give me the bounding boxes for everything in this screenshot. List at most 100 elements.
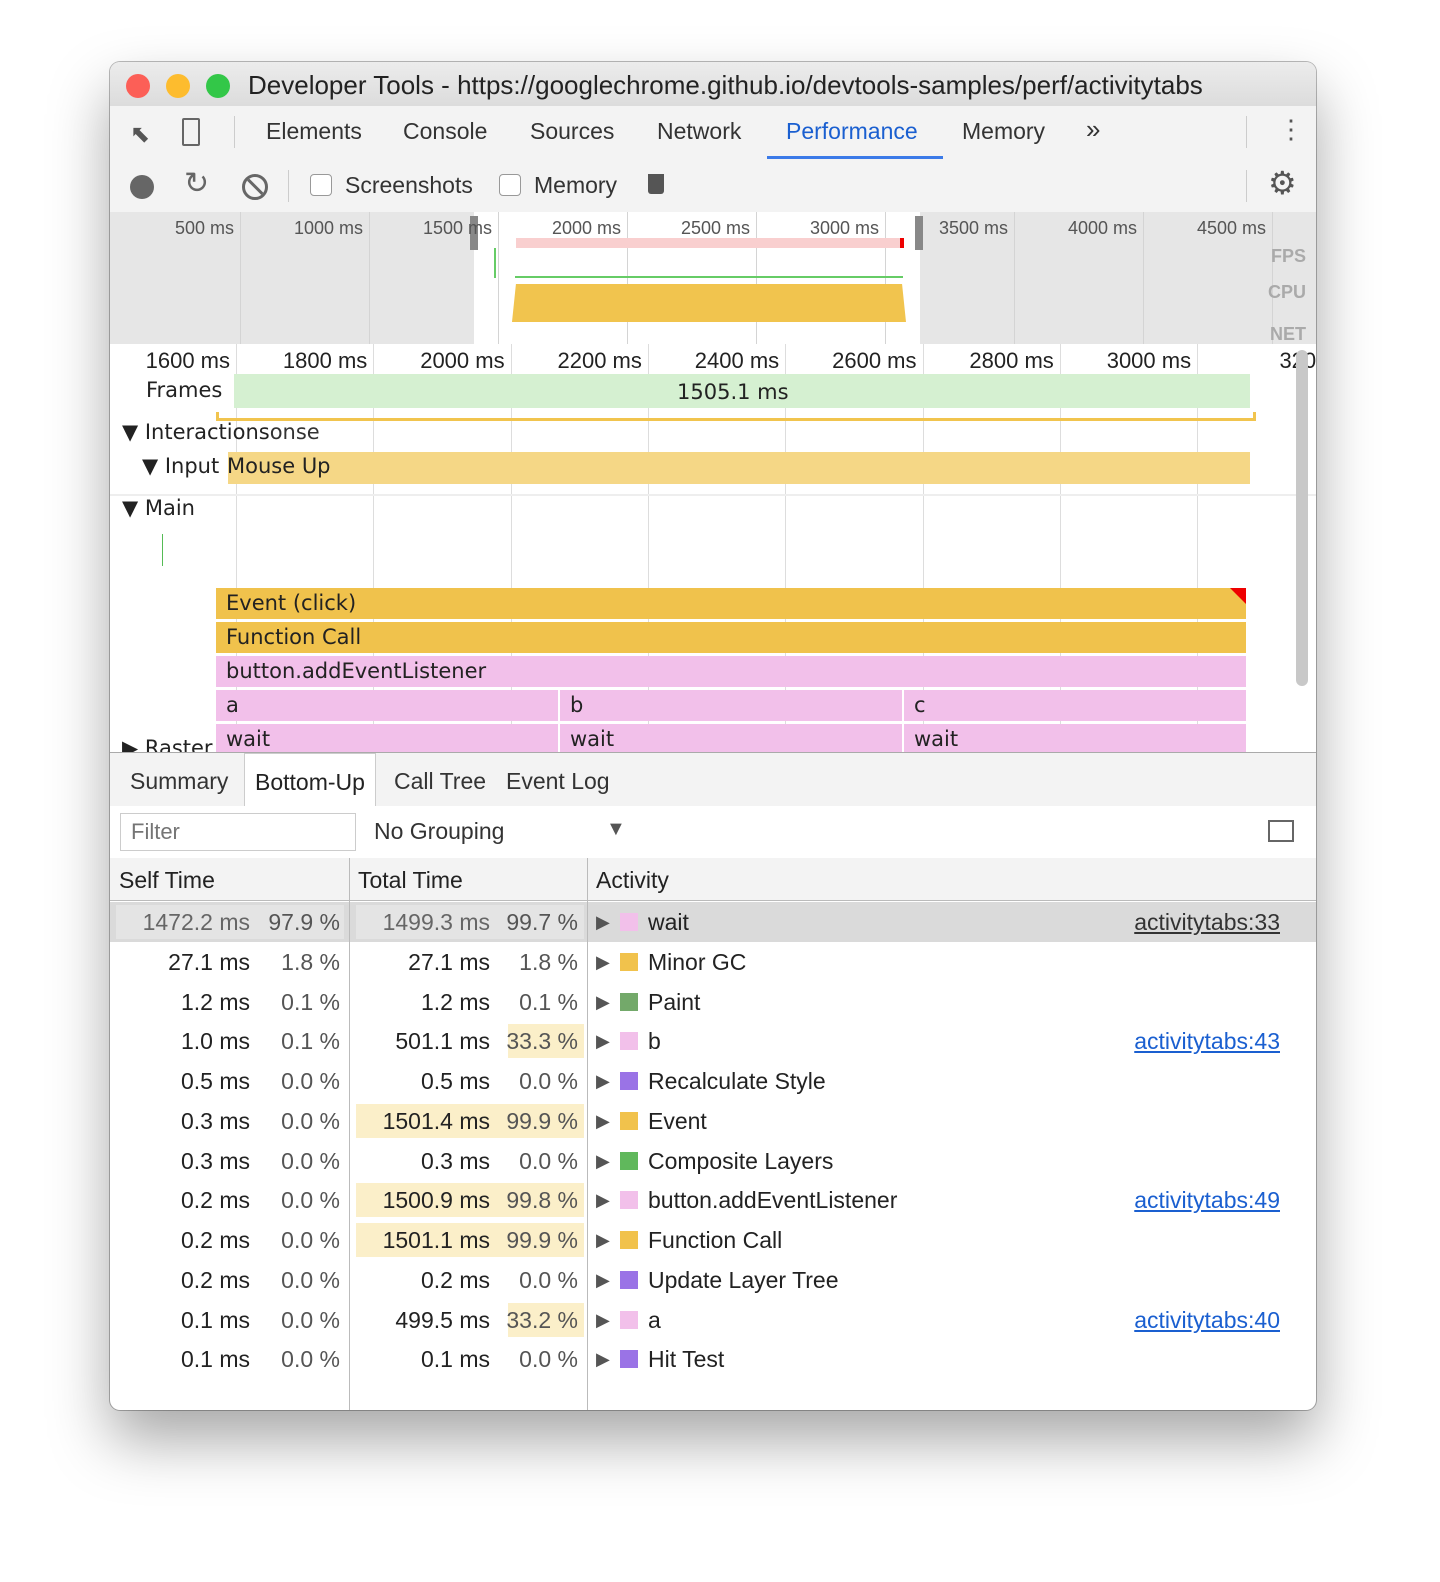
expand-arrow-icon[interactable]: ▶ — [596, 951, 610, 972]
expand-arrow-icon[interactable]: ▶ — [596, 1150, 610, 1171]
fps-track-label: FPS — [1270, 246, 1306, 266]
inspect-element-icon[interactable]: ⬉ — [130, 121, 151, 148]
table-row[interactable]: 0.3 ms 0.0 % 0.3 ms 0.0 % ▶ Composite Layers — [110, 1141, 1316, 1181]
expand-arrow-icon[interactable]: ▶ — [596, 1309, 610, 1330]
trash-icon[interactable] — [648, 174, 664, 194]
interactions-track-toggle[interactable]: ▼ Interactionsonse — [122, 420, 320, 444]
listener-bar[interactable]: button.addEventListener — [216, 656, 1246, 687]
tab-network[interactable]: Network — [657, 118, 742, 144]
main-track-toggle[interactable]: ▼ Main — [122, 496, 195, 520]
function-a-bar[interactable]: a — [216, 690, 558, 721]
active-tab-indicator — [767, 156, 943, 159]
tab-summary[interactable]: Summary — [130, 768, 229, 794]
event-click-bar[interactable]: Event (click) — [216, 588, 1246, 619]
tab-elements[interactable]: Elements — [266, 118, 362, 144]
overview-gridline — [240, 212, 241, 344]
expand-arrow-icon[interactable]: ▶ — [596, 1269, 610, 1290]
overview-tick-label: 3000 ms — [809, 218, 879, 238]
overview-tick-label: 1500 ms — [422, 218, 492, 238]
table-row[interactable]: 1.0 ms 0.1 % 501.1 ms 33.3 % ▶ b activitytabs:… — [110, 1021, 1316, 1061]
tab-performance[interactable]: Performance — [786, 118, 918, 144]
self-percent: 0.0 % — [281, 1068, 340, 1094]
close-window-button[interactable] — [126, 74, 150, 98]
expand-arrow-icon[interactable]: ▶ — [596, 1031, 610, 1052]
input-track-toggle[interactable]: ▼ Input — [142, 454, 220, 478]
expand-arrow-icon[interactable]: ▶ — [596, 1349, 610, 1370]
table-row[interactable]: 0.1 ms 0.0 % 499.5 ms 33.2 % ▶ a activitytabs:… — [110, 1300, 1316, 1340]
tab-bottom-up[interactable]: Bottom-Up — [244, 753, 376, 807]
table-row[interactable]: 27.1 ms 1.8 % 27.1 ms 1.8 % ▶ Minor GC — [110, 942, 1316, 982]
overview-selection[interactable] — [474, 212, 920, 344]
frame-bar[interactable] — [234, 374, 1250, 408]
tab-call-tree[interactable]: Call Tree — [394, 768, 487, 794]
expand-arrow-icon[interactable]: ▶ — [596, 1071, 610, 1091]
table-row[interactable]: 0.3 ms 0.0 % 1501.4 ms 99.9 % ▶ Event — [110, 1101, 1316, 1141]
wait-bar[interactable]: wait — [560, 724, 902, 752]
expand-arrow-icon[interactable]: ▶ — [596, 1110, 610, 1131]
wait-bar[interactable]: wait — [216, 724, 558, 752]
expand-arrow-icon[interactable]: ▶ — [596, 991, 610, 1012]
function-c-bar[interactable]: c — [904, 690, 1246, 721]
timeline-gridline — [236, 344, 237, 752]
overview-tick-label: 2500 ms — [680, 218, 750, 238]
memory-checkbox[interactable] — [499, 174, 521, 196]
raster-label: Raster — [144, 736, 213, 752]
zoom-window-button[interactable] — [206, 74, 230, 98]
table-row[interactable]: 0.5 ms 0.0 % 0.5 ms 0.0 % ▶ Recalculate Style — [110, 1061, 1316, 1101]
reload-record-icon[interactable]: ↻ — [184, 167, 210, 200]
table-row[interactable]: 1.2 ms 0.1 % 1.2 ms 0.1 % ▶ Paint — [110, 982, 1316, 1022]
flame-chart[interactable]: Frames 1505.1 ms ▼ Interactionsonse ▼ In… — [110, 344, 1316, 752]
source-link[interactable]: activitytabs:43 — [1134, 1028, 1280, 1055]
function-b-bar[interactable]: b — [560, 690, 902, 721]
grouping-select[interactable]: No Grouping — [374, 818, 505, 844]
table-row[interactable]: 0.1 ms 0.0 % 0.1 ms 0.0 % ▶ Hit Test — [110, 1339, 1316, 1379]
table-row[interactable]: 0.2 ms 0.0 % 1500.9 ms 99.8 % ▶ button.addEve… — [110, 1180, 1316, 1220]
source-link[interactable]: activitytabs:40 — [1134, 1306, 1280, 1333]
minimize-window-button[interactable] — [166, 74, 190, 98]
settings-gear-icon[interactable]: ⚙ — [1268, 165, 1297, 201]
expand-arrow-icon[interactable]: ▶ — [596, 1190, 610, 1211]
tab-event-log[interactable]: Event Log — [506, 768, 610, 794]
filter-input[interactable] — [120, 813, 356, 851]
tab-memory[interactable]: Memory — [962, 118, 1046, 144]
devtools-window: Developer Tools - https://googlechrome.g… — [110, 62, 1316, 1410]
tab-console[interactable]: Console — [403, 118, 488, 144]
mouse-up-bar[interactable] — [228, 452, 1250, 484]
total-time: 1501.1 ms — [382, 1227, 490, 1253]
raster-track-toggle[interactable]: ▶ Raster — [122, 736, 213, 752]
flame-scrollbar[interactable] — [1296, 350, 1308, 686]
expand-arrow-icon[interactable]: ▶ — [596, 912, 610, 932]
timeline-overview[interactable]: 500 ms 1000 ms 1500 ms 2000 ms 2500 ms 3000 m… — [110, 212, 1316, 345]
self-percent: 0.0 % — [281, 1187, 340, 1214]
timeline-gridline — [922, 344, 924, 752]
total-time-header[interactable]: Total Time — [358, 867, 463, 893]
toggle-sidebar-icon[interactable] — [1268, 820, 1294, 842]
activity-name: button.addEventListener — [648, 1187, 898, 1214]
overview-gridline — [627, 212, 628, 344]
more-tabs-button[interactable]: » — [1086, 114, 1101, 144]
expand-arrow-icon[interactable]: ▶ — [596, 1230, 610, 1250]
category-swatch — [620, 913, 638, 931]
selection-left-handle[interactable] — [470, 216, 478, 250]
more-options-icon[interactable]: ⋮ — [1278, 114, 1304, 144]
device-toolbar-icon[interactable] — [182, 118, 200, 146]
source-link[interactable]: activitytabs:33 — [1134, 909, 1280, 935]
source-link[interactable]: activitytabs:49 — [1134, 1187, 1280, 1214]
table-row[interactable]: 0.2 ms 0.0 % 0.2 ms 0.0 % ▶ Update Layer Tree — [110, 1260, 1316, 1300]
overview-gridline — [1014, 212, 1015, 344]
function-call-bar[interactable]: Function Call — [216, 622, 1246, 653]
tab-sources[interactable]: Sources — [530, 118, 615, 144]
activity-name: wait — [648, 909, 689, 935]
self-time: 0.3 ms — [180, 1107, 250, 1134]
self-time-header[interactable]: Self Time — [119, 867, 215, 893]
record-icon[interactable] — [130, 175, 154, 199]
activity-header[interactable]: Activity — [596, 867, 669, 893]
table-row[interactable]: 0.2 ms 0.0 % 1501.1 ms 99.9 % ▶ Function Call — [110, 1220, 1316, 1260]
screenshots-checkbox[interactable] — [310, 174, 332, 196]
title-bar: Developer Tools - https://googlechrome.g… — [110, 62, 1316, 107]
column-divider — [349, 858, 350, 1410]
table-row[interactable]: 1472.2 ms 97.9 % 1499.3 ms 99.7 % ▶ wait activ… — [110, 902, 1316, 942]
selection-right-handle[interactable] — [915, 216, 923, 250]
wait-bar[interactable]: wait — [904, 724, 1246, 752]
clear-icon[interactable] — [242, 174, 268, 200]
